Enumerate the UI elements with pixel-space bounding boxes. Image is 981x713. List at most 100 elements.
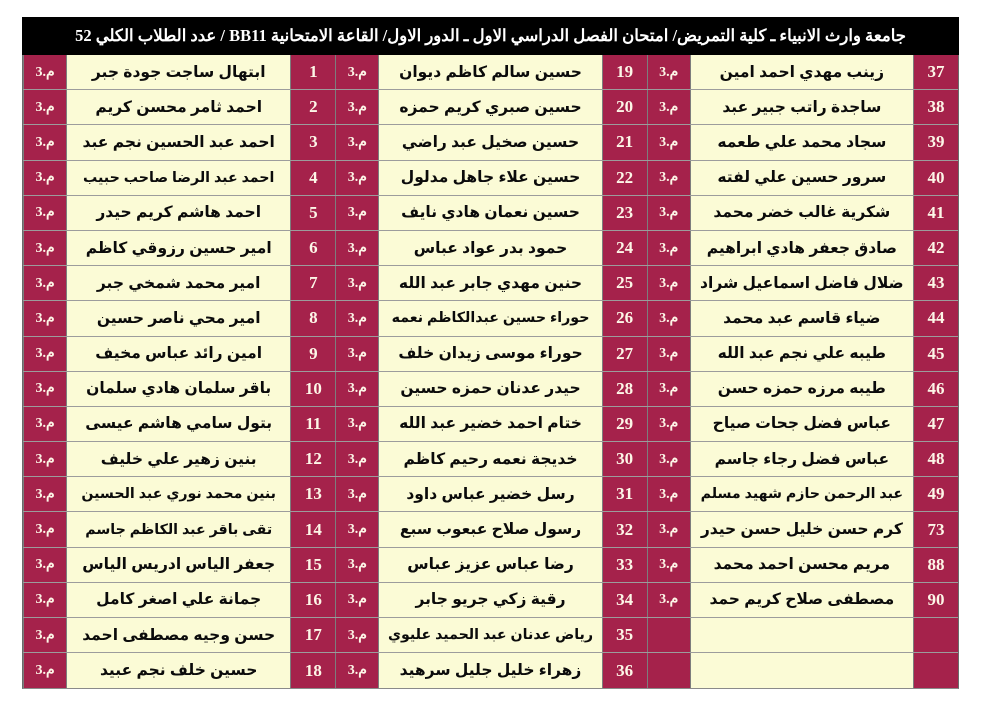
table-row: 17 حسن وجيه مصطفى احمد م.3 bbox=[23, 618, 336, 654]
student-name-cell: حوراء حسين عبدالكاظم نعمه bbox=[379, 301, 602, 336]
student-mark-cell: م.3 bbox=[646, 55, 691, 90]
student-serial-cell: 88 bbox=[913, 547, 958, 582]
student-name-cell: احمد هاشم كريم حيدر bbox=[67, 195, 291, 230]
student-mark-cell: م.3 bbox=[646, 371, 691, 406]
student-serial-cell: 4 bbox=[290, 160, 336, 195]
student-mark-cell: م.3 bbox=[335, 90, 380, 125]
student-name-cell: جمانة علي اصغر كامل bbox=[67, 582, 291, 617]
document-header-banner: جامعة وارث الانبياء ـ كلية التمريض/ امتح… bbox=[22, 17, 959, 55]
student-mark-cell: م.3 bbox=[23, 618, 68, 653]
student-serial-cell: 90 bbox=[913, 582, 958, 617]
student-name-cell: طيبه مرزه حمزه حسن bbox=[690, 371, 913, 406]
student-name-cell: صادق جعفر هادي ابراهيم bbox=[690, 230, 913, 266]
student-serial-cell: 20 bbox=[601, 90, 647, 125]
student-name-cell: حمود بدر عواد عباس bbox=[379, 230, 602, 266]
student-serial-cell: 15 bbox=[290, 547, 336, 582]
student-mark-cell: م.3 bbox=[335, 406, 380, 442]
student-mark-cell: م.3 bbox=[335, 512, 380, 547]
student-serial-cell: 25 bbox=[601, 266, 647, 301]
student-name-cell: حسين نعمان هادي نايف bbox=[379, 195, 602, 230]
table-row: 27 حوراء موسى زيدان خلف م.3 bbox=[335, 336, 647, 372]
student-name-cell: ابتهال ساجت جودة جبر bbox=[67, 55, 291, 90]
student-mark-cell: م.3 bbox=[335, 336, 380, 371]
table-row: 5 احمد هاشم كريم حيدر م.3 bbox=[23, 195, 336, 231]
student-name-cell bbox=[690, 618, 913, 653]
table-row: 39 سجاد محمد علي طعمه م.3 bbox=[646, 125, 958, 161]
student-serial-cell: 41 bbox=[913, 195, 958, 230]
student-name-cell: حسن وجيه مصطفى احمد bbox=[67, 618, 291, 653]
student-name-cell: ختام احمد خضير عبد الله bbox=[379, 406, 602, 442]
student-serial-cell: 39 bbox=[913, 125, 958, 160]
student-name-cell: عباس فضل جحات صياح bbox=[690, 406, 913, 442]
student-name-cell: حسين خلف نجم عبيد bbox=[67, 653, 291, 689]
student-serial-cell: 26 bbox=[601, 301, 647, 336]
student-serial-cell: 3 bbox=[290, 125, 336, 160]
student-name-cell: مصطفى صلاح كريم حمد bbox=[690, 582, 913, 617]
table-row: 30 خديجة نعمه رحيم كاظم م.3 bbox=[335, 442, 647, 478]
student-name-cell: بتول سامي هاشم عيسى bbox=[67, 406, 291, 442]
table-row: 36 زهراء خليل جليل سرهيد م.3 bbox=[335, 653, 647, 689]
student-serial-cell: 8 bbox=[290, 301, 336, 336]
table-row: 20 حسين صبري كريم حمزه م.3 bbox=[335, 90, 647, 126]
student-name-cell: رسول صلاح عبعوب سبع bbox=[379, 512, 602, 547]
student-name-cell: عبد الرحمن حازم شهيد مسلم bbox=[690, 477, 913, 512]
student-serial-cell: 9 bbox=[290, 336, 336, 371]
student-name-cell: حسين صبري كريم حمزه bbox=[379, 90, 602, 125]
student-mark-cell: م.3 bbox=[23, 406, 68, 442]
student-mark-cell: م.3 bbox=[335, 618, 380, 653]
student-column-block-3: 37 زينب مهدي احمد امين م.3 38 ساجدة راتب جبي… bbox=[646, 55, 958, 689]
table-row: 21 حسين صخيل عبد راضي م.3 bbox=[335, 125, 647, 161]
table-row: 46 طيبه مرزه حمزه حسن م.3 bbox=[646, 371, 958, 407]
student-serial-cell: 37 bbox=[913, 55, 958, 90]
student-serial-cell: 18 bbox=[290, 653, 336, 689]
student-serial-cell: 42 bbox=[913, 230, 958, 266]
student-name-cell: ضياء قاسم عبد محمد bbox=[690, 301, 913, 336]
student-mark-cell: م.3 bbox=[23, 336, 68, 371]
student-mark-cell: م.3 bbox=[646, 336, 691, 371]
student-serial-cell: 11 bbox=[290, 406, 336, 442]
student-serial-cell: 22 bbox=[601, 160, 647, 195]
table-row: 4 احمد عبد الرضا صاحب حبيب م.3 bbox=[23, 160, 336, 196]
student-mark-cell: م.3 bbox=[23, 195, 68, 230]
table-row: 11 بتول سامي هاشم عيسى م.3 bbox=[23, 406, 336, 443]
table-row: 40 سرور حسين علي لفته م.3 bbox=[646, 160, 958, 196]
student-serial-cell: 29 bbox=[601, 406, 647, 442]
student-serial-cell: 47 bbox=[913, 406, 958, 442]
student-name-cell: مريم محسن احمد محمد bbox=[690, 547, 913, 582]
table-row: 37 زينب مهدي احمد امين م.3 bbox=[646, 55, 958, 91]
student-name-cell: حسين صخيل عبد راضي bbox=[379, 125, 602, 160]
student-serial-cell: 2 bbox=[290, 90, 336, 125]
student-serial-cell: 12 bbox=[290, 442, 336, 477]
table-row bbox=[646, 653, 958, 689]
student-serial-cell: 36 bbox=[601, 653, 647, 689]
table-row: 3 احمد عبد الحسين نجم عبد م.3 bbox=[23, 125, 336, 161]
table-row: 29 ختام احمد خضير عبد الله م.3 bbox=[335, 406, 647, 443]
student-serial-cell: 5 bbox=[290, 195, 336, 230]
student-serial-cell: 1 bbox=[290, 55, 336, 90]
table-row: 88 مريم محسن احمد محمد م.3 bbox=[646, 547, 958, 583]
table-row: 42 صادق جعفر هادي ابراهيم م.3 bbox=[646, 230, 958, 267]
student-serial-cell: 13 bbox=[290, 477, 336, 512]
student-mark-cell: م.3 bbox=[23, 653, 68, 689]
table-row: 90 مصطفى صلاح كريم حمد م.3 bbox=[646, 582, 958, 618]
student-mark-cell: م.3 bbox=[23, 125, 68, 160]
student-mark-cell: م.3 bbox=[23, 442, 68, 477]
student-mark-cell: م.3 bbox=[646, 125, 691, 160]
student-mark-cell: م.3 bbox=[23, 160, 68, 195]
student-name-cell: احمد ثامر محسن كريم bbox=[67, 90, 291, 125]
student-mark-cell: م.3 bbox=[646, 477, 691, 512]
student-serial-cell: 19 bbox=[601, 55, 647, 90]
table-row: 34 رقية زكي جريو جابر م.3 bbox=[335, 582, 647, 618]
student-serial-cell: 27 bbox=[601, 336, 647, 371]
student-mark-cell: م.3 bbox=[335, 547, 380, 582]
student-serial-cell: 38 bbox=[913, 90, 958, 125]
student-mark-cell: م.3 bbox=[646, 406, 691, 442]
student-mark-cell: م.3 bbox=[646, 195, 691, 230]
student-serial-cell: 23 bbox=[601, 195, 647, 230]
student-serial-cell: 46 bbox=[913, 371, 958, 406]
table-row: 16 جمانة علي اصغر كامل م.3 bbox=[23, 582, 336, 618]
student-mark-cell bbox=[646, 653, 691, 689]
table-row: 8 امير محي ناصر حسين م.3 bbox=[23, 301, 336, 337]
student-mark-cell: م.3 bbox=[335, 582, 380, 617]
student-list-table: 37 زينب مهدي احمد امين م.3 38 ساجدة راتب جبي… bbox=[22, 55, 959, 690]
